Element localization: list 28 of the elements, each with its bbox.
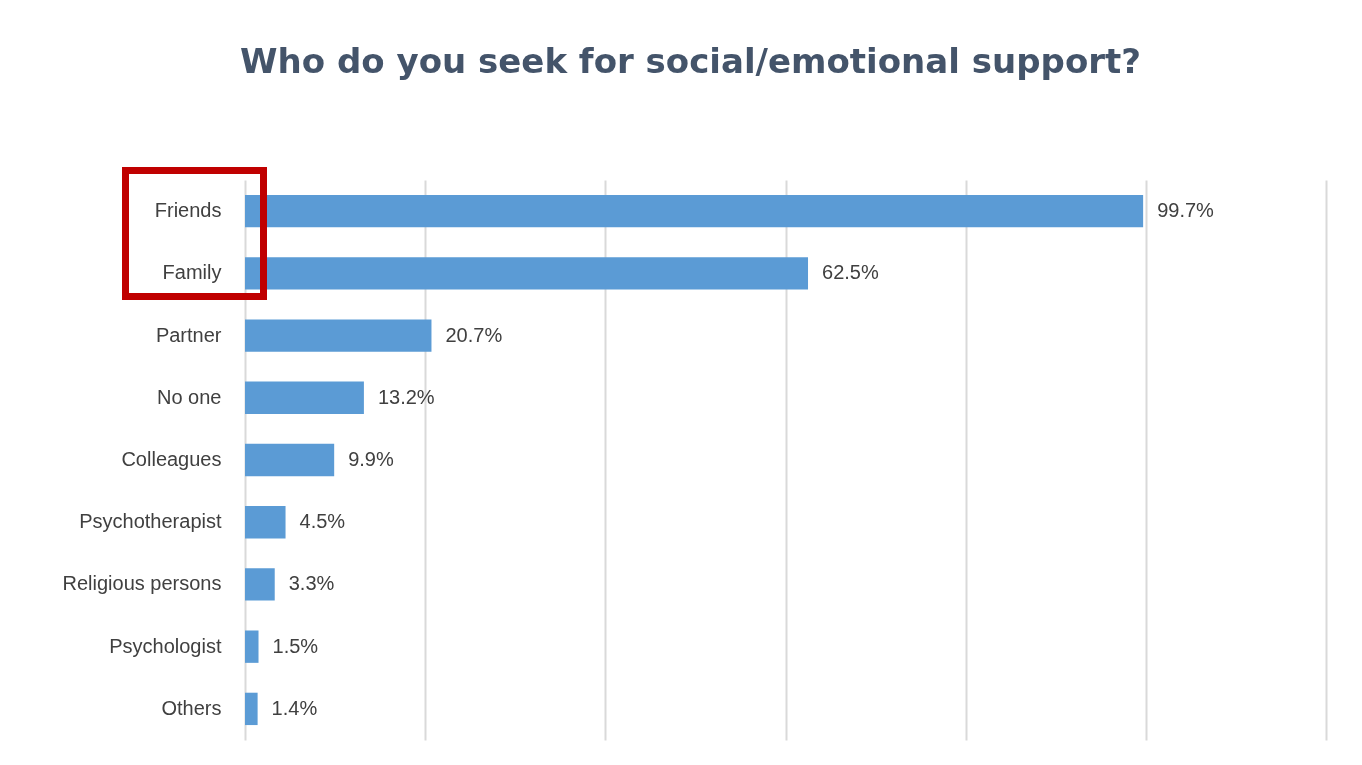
y-tick-label: Psychologist — [109, 634, 222, 657]
bar — [245, 443, 335, 477]
bar — [245, 692, 258, 726]
data-label: 1.4% — [271, 696, 318, 719]
y-tick-label: Religious persons — [62, 572, 222, 595]
chart-title: Who do you seek for social/emotional support? — [240, 41, 1141, 81]
y-tick-label: Colleagues — [121, 448, 222, 470]
data-label: 20.7% — [445, 323, 503, 346]
bar — [245, 568, 275, 601]
y-tick-label: Partner — [155, 323, 222, 346]
y-tick-label: Family — [162, 261, 222, 284]
data-label: 99.7% — [1157, 199, 1215, 222]
bar — [245, 319, 432, 352]
y-tick-label: No one — [157, 385, 222, 408]
bar — [245, 381, 364, 414]
data-label: 4.5% — [299, 510, 346, 533]
y-tick-label: Friends — [154, 199, 222, 222]
bar — [245, 257, 809, 290]
data-label: 62.5% — [822, 261, 879, 284]
data-label: 9.9% — [348, 448, 394, 470]
data-label: 13.2% — [377, 385, 435, 408]
bar — [245, 506, 286, 539]
data-label: 1.5% — [272, 634, 319, 657]
y-tick-label: Psychotherapist — [79, 510, 222, 533]
bar — [245, 194, 1144, 228]
data-label: 3.3% — [288, 572, 335, 595]
y-tick-label: Others — [161, 696, 222, 719]
bar — [245, 630, 259, 663]
